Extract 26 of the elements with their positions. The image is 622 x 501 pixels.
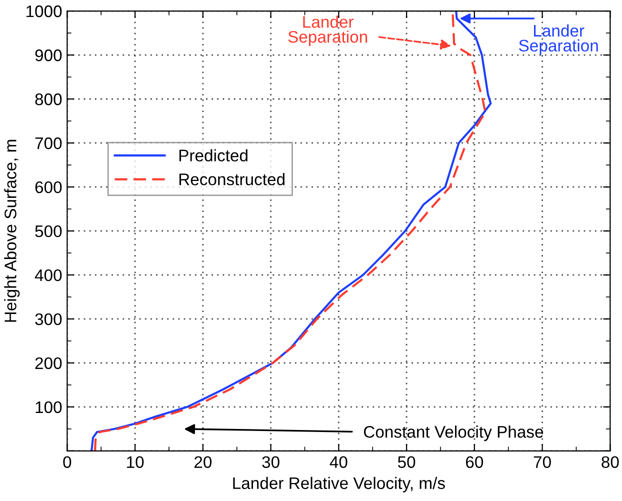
x-tick-label: 60 [466,456,484,468]
annotation: Lander Separation [288,16,368,46]
y-tick-label: 200 [35,357,62,370]
y-axis-title: Height Above Surface, m [4,140,20,322]
y-tick-label: 900 [35,49,62,62]
y-tick-label: 600 [35,181,62,194]
y-tick-label: 100 [36,401,62,414]
legend-label: Predicted [179,149,248,162]
x-axis-title: Lander Relative Velocity, m/s [233,476,445,492]
y-tick-label: 700 [35,137,62,150]
y-tick-label: 1000 [26,5,62,18]
y-tick-label: 300 [35,313,62,326]
y-tick-label: 800 [35,93,62,106]
y-tick-label: 500 [35,225,62,238]
y-tick-label: 400 [34,269,62,282]
annotation: Lander Separation [519,24,598,55]
x-tick-label: 40 [330,456,348,468]
x-tick-label: 0 [63,456,72,468]
x-tick-label: 30 [262,456,280,468]
x-tick-label: 50 [398,456,416,468]
x-tick-label: 80 [602,456,619,468]
x-tick-label: 20 [194,456,212,468]
x-tick-label: 10 [127,456,144,468]
annotation: Constant Velocity Phase [364,426,544,442]
x-tick-label: 70 [534,456,551,468]
legend-label: Reconstructed [179,173,284,186]
